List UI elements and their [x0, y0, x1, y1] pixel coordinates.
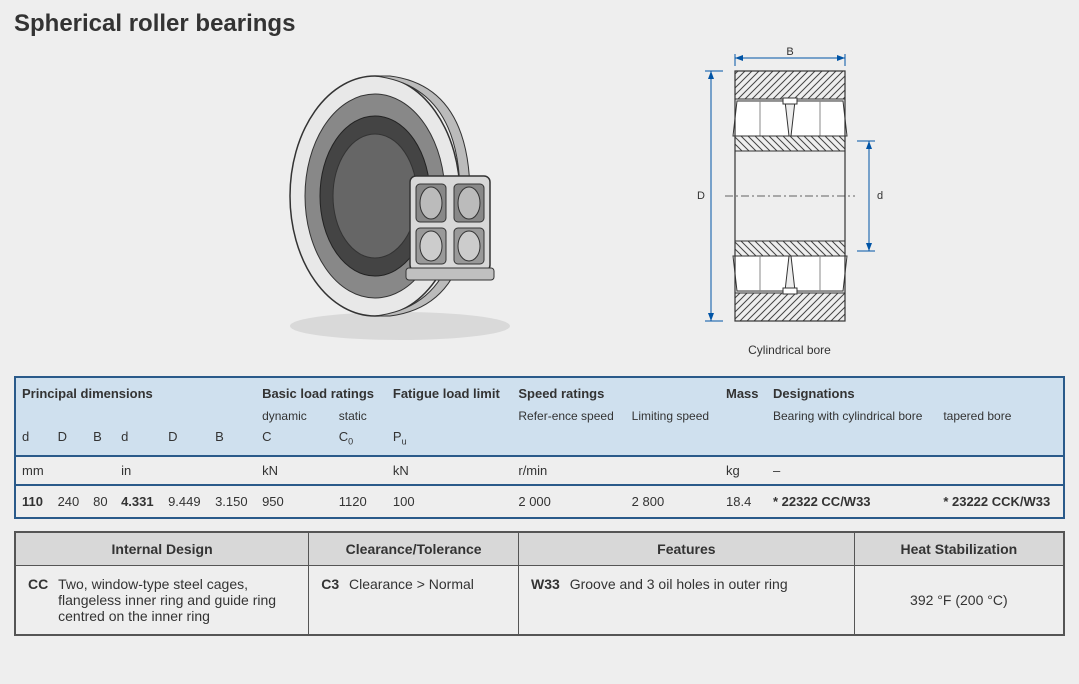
cell-desig-tap: * 23222 CCK/W33	[937, 485, 1064, 518]
cell-limspeed: 2 800	[626, 485, 720, 518]
sym-c0: C0	[333, 425, 387, 456]
cell-B-in: 3.150	[209, 485, 256, 518]
info-cell-internal: CC Two, window-type steel cages, flangel…	[15, 565, 309, 635]
cell-C0: 1120	[333, 485, 387, 518]
internal-code: CC	[28, 576, 48, 592]
cell-C: 950	[256, 485, 333, 518]
heat-value: 392 °F (200 °C)	[910, 592, 1008, 608]
info-cell-clearance: C3 Clearance > Normal	[309, 565, 519, 635]
hdr-fatigue: Fatigue load limit	[387, 377, 512, 405]
cell-d-mm: 110	[15, 485, 52, 518]
hdr-basic-load: Basic load ratings	[256, 377, 387, 405]
info-cell-heat: 392 °F (200 °C)	[854, 565, 1064, 635]
hero-images: B D d	[14, 46, 1065, 366]
bearing-render	[245, 46, 545, 346]
cell-d-in: 4.331	[115, 485, 162, 518]
internal-desc: Two, window-type steel cages, flangeless…	[58, 576, 288, 624]
info-table: Internal Design Clearance/Tolerance Feat…	[14, 531, 1065, 636]
hdr-mass: Mass	[720, 377, 767, 405]
features-desc: Groove and 3 oil holes in outer ring	[570, 576, 788, 592]
cell-refspeed: 2 000	[512, 485, 625, 518]
header-sub-row: dynamic static Refer-ence speed Limiting…	[15, 405, 1064, 425]
header-group-row: Principal dimensions Basic load ratings …	[15, 377, 1064, 405]
info-cell-features: W33 Groove and 3 oil holes in outer ring	[519, 565, 855, 635]
page-title: Spherical roller bearings	[14, 10, 1065, 38]
features-code: W33	[531, 576, 560, 592]
info-hdr-heat: Heat Stabilization	[854, 532, 1064, 566]
cell-D-mm: 240	[52, 485, 88, 518]
info-hdr-features: Features	[519, 532, 855, 566]
schematic-caption: Cylindrical bore	[665, 343, 915, 357]
cell-desig-cyl: * 22322 CC/W33	[767, 485, 937, 518]
cell-B-mm: 80	[87, 485, 115, 518]
cell-D-in: 9.449	[162, 485, 209, 518]
clearance-desc: Clearance > Normal	[349, 576, 474, 592]
hdr-speed: Speed ratings	[512, 377, 720, 405]
sym-pu: Pu	[387, 425, 512, 456]
dim-label-outer: D	[697, 190, 705, 202]
info-hdr-internal: Internal Design	[15, 532, 309, 566]
schematic-drawing: B D d	[665, 46, 915, 336]
dim-label-inner: d	[876, 190, 882, 202]
header-symbol-row: d D B d D B C C0 Pu	[15, 425, 1064, 456]
cell-mass: 18.4	[720, 485, 767, 518]
units-row: mm in kN kN r/min kg –	[15, 456, 1064, 485]
hdr-principal: Principal dimensions	[15, 377, 256, 405]
dim-label-b: B	[786, 46, 793, 58]
cell-Pu: 100	[387, 485, 512, 518]
hdr-designations: Designations	[767, 377, 1064, 405]
clearance-code: C3	[321, 576, 339, 592]
data-row: 110 240 80 4.331 9.449 3.150 950 1120 10…	[15, 485, 1064, 518]
info-hdr-clearance: Clearance/Tolerance	[309, 532, 519, 566]
dimensions-table: Principal dimensions Basic load ratings …	[14, 376, 1065, 519]
